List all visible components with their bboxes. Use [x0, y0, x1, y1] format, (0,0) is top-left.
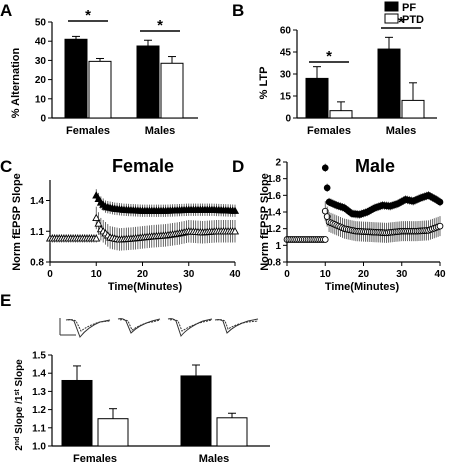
panel-a-category-label: Females — [66, 125, 110, 137]
panel-c-data-point — [92, 234, 101, 242]
panel-b-bar-pf — [305, 77, 329, 119]
legend-swatch-ptd — [384, 13, 399, 24]
example-trace — [119, 319, 161, 331]
panel-c-y-tick-label: 0.8 — [30, 258, 44, 269]
legend-label-pf: PF — [402, 2, 416, 14]
panel-a-category-label: Males — [145, 125, 176, 137]
panel-c-data-point — [94, 219, 103, 227]
legend-label-ptd: PTD — [402, 14, 424, 26]
panel-a-significance-star: * — [85, 7, 91, 24]
panel-e-category-label: Males — [199, 453, 230, 465]
panel-d-y-tick-label: 1.2 — [267, 224, 281, 235]
panel-d-y-tick-label: 0.8 — [267, 258, 281, 269]
example-trace — [117, 318, 161, 334]
panel-a-y-axis-title: % Alternation — [10, 47, 22, 118]
panel-d-data-point — [436, 198, 444, 206]
panel-b-bar-ptd — [329, 110, 353, 119]
panel-e-bar-ptd — [97, 418, 129, 447]
scale-bar — [59, 318, 76, 336]
example-trace — [214, 318, 259, 334]
panel-c-x-tick-label: 40 — [229, 269, 241, 280]
panel-a-y-tick-label: 10 — [35, 94, 47, 105]
panel-d-y-axis-title: Norm fEPSP Slope — [259, 173, 271, 271]
panel-a-y-tick-label: 40 — [35, 37, 47, 48]
panel-c-data-point — [92, 213, 101, 222]
panel-e-y-tick-label: 1.4 — [32, 369, 46, 380]
panel-a-bar-ptd — [160, 62, 184, 119]
panel-e-category-label: Females — [73, 453, 117, 465]
panel-d-data-point — [321, 164, 329, 172]
panel-d-x-tick-label: 30 — [396, 269, 408, 280]
panel-b-bar-pf — [377, 48, 401, 119]
male-title: Male — [355, 156, 395, 176]
panel-e-bar-pf — [61, 379, 93, 447]
panel-b-category-label: Males — [386, 125, 417, 137]
panel-b-significance-star: * — [398, 14, 404, 31]
panel-c-y-tick-label: 1.4 — [30, 196, 44, 207]
panel-a-bar-ptd — [88, 60, 112, 119]
panel-b-y-tick-label: 15 — [280, 92, 292, 103]
panel-b-y-axis-title: % LTP — [258, 67, 270, 100]
panel-a-bar-pf — [64, 38, 88, 119]
example-traces — [59, 318, 259, 338]
panel-label-d: D — [232, 157, 244, 176]
panel-a-y-tick-label: 20 — [35, 75, 47, 86]
panel-d-y-tick-label: 1 — [275, 241, 281, 252]
panel-e-bar-ptd — [216, 417, 248, 447]
example-trace — [216, 319, 259, 330]
panel-d-x-tick-label: 20 — [358, 269, 370, 280]
panel-b-category-label: Females — [307, 125, 351, 137]
panel-c-data-point — [230, 206, 240, 214]
panel-d-y-tick-label: 1.6 — [267, 191, 281, 202]
panel-d-data-point — [323, 184, 331, 192]
panel-d-y-tick-label: 1.4 — [267, 208, 281, 219]
panel-e-y-tick-label: 1.0 — [32, 442, 46, 453]
panel-c-x-tick-label: 30 — [183, 269, 195, 280]
panel-e-y-tick-label: 1.3 — [32, 387, 46, 398]
panel-e-y-axis-title: 2nd Slope /1st Slope — [14, 359, 26, 451]
panel-a-y-tick-label: 50 — [35, 18, 47, 29]
panel-label-a: A — [0, 1, 12, 20]
panel-label-c: C — [0, 157, 12, 176]
panel-c-x-tick-label: 10 — [91, 269, 103, 280]
panel-b-y-tick-label: 30 — [280, 70, 292, 81]
panel-c-x-tick-label: 20 — [137, 269, 149, 280]
panel-d-x-axis-title: Time(Minutes) — [325, 281, 400, 293]
panel-a-significance-star: * — [157, 17, 163, 34]
panel-d-y-tick-label: 2 — [275, 158, 281, 169]
legend-swatch-pf — [384, 1, 399, 12]
panel-b-y-tick-label: 45 — [280, 48, 292, 59]
panel-c-y-axis-title: Norm fEPSP Slope — [11, 173, 23, 271]
panel-label-e: E — [0, 291, 11, 310]
panel-d-y-tick-label: 1.8 — [267, 174, 281, 185]
example-trace — [169, 319, 213, 332]
panel-b-y-tick-label: 60 — [280, 26, 292, 37]
legend: PF PTD — [384, 1, 424, 26]
panel-c-x-tick-label: 0 — [47, 269, 53, 280]
panel-a-y-tick-label: 30 — [35, 56, 47, 67]
panel-label-b: B — [232, 1, 244, 20]
panel-d-x-tick-label: 40 — [434, 269, 446, 280]
panel-c-data-point — [230, 227, 240, 235]
example-trace — [67, 319, 111, 332]
panel-c-x-axis-title: Time(Minutes) — [108, 281, 183, 293]
panel-a-bar-pf — [136, 45, 160, 119]
panel-e-y-tick-label: 1.5 — [32, 351, 46, 362]
panel-e-bar-pf — [180, 375, 212, 447]
panel-e-y-tick-label: 1.1 — [32, 423, 46, 434]
example-trace — [167, 318, 213, 338]
panel-a-y-tick-label: 0 — [40, 114, 46, 125]
panel-e-y-tick-label: 1.2 — [32, 405, 46, 416]
panel-d-data-point — [436, 222, 444, 230]
panel-d-x-tick-label: 0 — [284, 269, 290, 280]
panel-d-data-point — [321, 236, 329, 243]
panel-b-bar-ptd — [401, 99, 425, 119]
female-title: Female — [112, 156, 174, 176]
panel-c-y-tick-label: 1.1 — [30, 227, 44, 238]
example-trace — [65, 319, 111, 338]
panel-d-x-tick-label: 10 — [320, 269, 332, 280]
panel-b-y-tick-label: 0 — [285, 114, 291, 125]
panel-b-significance-star: * — [326, 48, 332, 65]
